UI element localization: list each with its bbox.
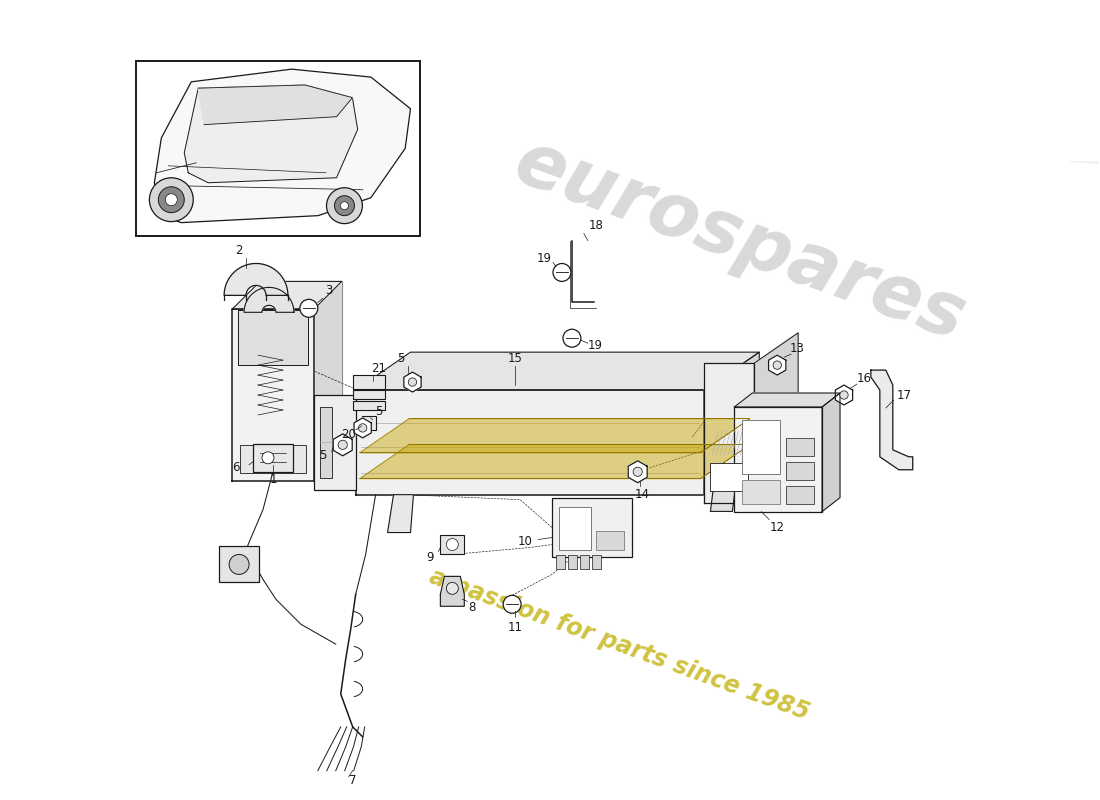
Polygon shape: [232, 310, 314, 481]
Circle shape: [165, 194, 177, 206]
Text: 3: 3: [326, 284, 332, 297]
Circle shape: [327, 188, 362, 224]
Polygon shape: [244, 287, 294, 312]
Text: eurospares: eurospares: [504, 125, 975, 356]
Text: 14: 14: [635, 488, 649, 501]
Circle shape: [300, 299, 318, 318]
Text: 9: 9: [427, 551, 434, 564]
Text: 19: 19: [537, 252, 551, 265]
Circle shape: [359, 424, 366, 432]
Bar: [353, 390, 385, 399]
Polygon shape: [185, 85, 358, 182]
Polygon shape: [440, 576, 464, 606]
Polygon shape: [360, 418, 750, 453]
Bar: [735, 407, 822, 512]
Circle shape: [773, 361, 781, 370]
Polygon shape: [735, 393, 840, 407]
Bar: [353, 375, 385, 389]
Text: 5: 5: [397, 352, 404, 365]
Text: 1: 1: [270, 474, 277, 486]
Polygon shape: [355, 390, 704, 494]
Polygon shape: [224, 263, 288, 295]
Text: 10: 10: [518, 535, 532, 548]
Polygon shape: [260, 282, 342, 453]
Bar: [786, 438, 814, 456]
Text: 5: 5: [375, 406, 383, 418]
Circle shape: [341, 202, 349, 210]
Circle shape: [158, 186, 185, 213]
Text: 2: 2: [235, 244, 243, 257]
Bar: [314, 395, 355, 490]
Text: 18: 18: [588, 219, 603, 232]
Text: 11: 11: [507, 621, 522, 634]
Polygon shape: [769, 355, 785, 375]
Text: 21: 21: [371, 362, 386, 374]
Circle shape: [150, 178, 194, 222]
Bar: [240, 445, 306, 473]
Text: 20: 20: [341, 428, 356, 442]
Bar: [552, 498, 631, 558]
Circle shape: [408, 378, 417, 386]
Text: 5: 5: [319, 450, 327, 462]
Circle shape: [553, 263, 571, 282]
Circle shape: [334, 196, 354, 216]
Bar: [440, 534, 464, 554]
Text: 16: 16: [857, 371, 871, 385]
Polygon shape: [628, 461, 647, 482]
Text: 17: 17: [896, 389, 911, 402]
Polygon shape: [232, 282, 342, 310]
Bar: [786, 486, 814, 504]
Bar: [253, 444, 293, 472]
Polygon shape: [354, 418, 372, 438]
Polygon shape: [355, 352, 759, 390]
Bar: [580, 555, 588, 570]
Bar: [592, 555, 601, 570]
Text: 15: 15: [508, 352, 522, 365]
Circle shape: [262, 452, 274, 464]
Bar: [786, 462, 814, 480]
Bar: [320, 407, 332, 478]
Polygon shape: [333, 434, 352, 456]
Bar: [136, 61, 420, 235]
Bar: [556, 555, 565, 570]
Bar: [353, 401, 385, 410]
Text: a passion for parts since 1985: a passion for parts since 1985: [427, 564, 813, 724]
Bar: [559, 506, 591, 550]
Circle shape: [563, 330, 581, 347]
Circle shape: [503, 595, 521, 614]
Polygon shape: [755, 333, 799, 502]
Polygon shape: [835, 385, 852, 405]
Text: 13: 13: [790, 342, 804, 354]
Bar: [596, 530, 624, 550]
Text: 12: 12: [770, 521, 784, 534]
Bar: [742, 420, 780, 474]
Bar: [362, 416, 375, 430]
Circle shape: [229, 554, 249, 574]
Bar: [568, 555, 576, 570]
Polygon shape: [822, 393, 840, 512]
Polygon shape: [404, 372, 421, 392]
Text: 8: 8: [469, 601, 476, 614]
Circle shape: [839, 391, 848, 399]
Circle shape: [447, 538, 459, 550]
Text: 7: 7: [349, 774, 356, 787]
Polygon shape: [154, 69, 410, 222]
Text: 19: 19: [587, 338, 603, 352]
Polygon shape: [387, 494, 414, 533]
Bar: [742, 480, 780, 504]
Polygon shape: [871, 370, 913, 470]
Polygon shape: [360, 445, 750, 478]
Polygon shape: [704, 363, 755, 502]
Polygon shape: [198, 85, 352, 125]
Polygon shape: [711, 479, 736, 511]
Bar: [238, 310, 308, 365]
Circle shape: [447, 582, 459, 594]
Circle shape: [338, 440, 348, 450]
Circle shape: [634, 467, 642, 476]
Bar: [711, 462, 748, 490]
Polygon shape: [704, 352, 759, 494]
Text: 6: 6: [232, 462, 240, 474]
Bar: [219, 546, 258, 582]
